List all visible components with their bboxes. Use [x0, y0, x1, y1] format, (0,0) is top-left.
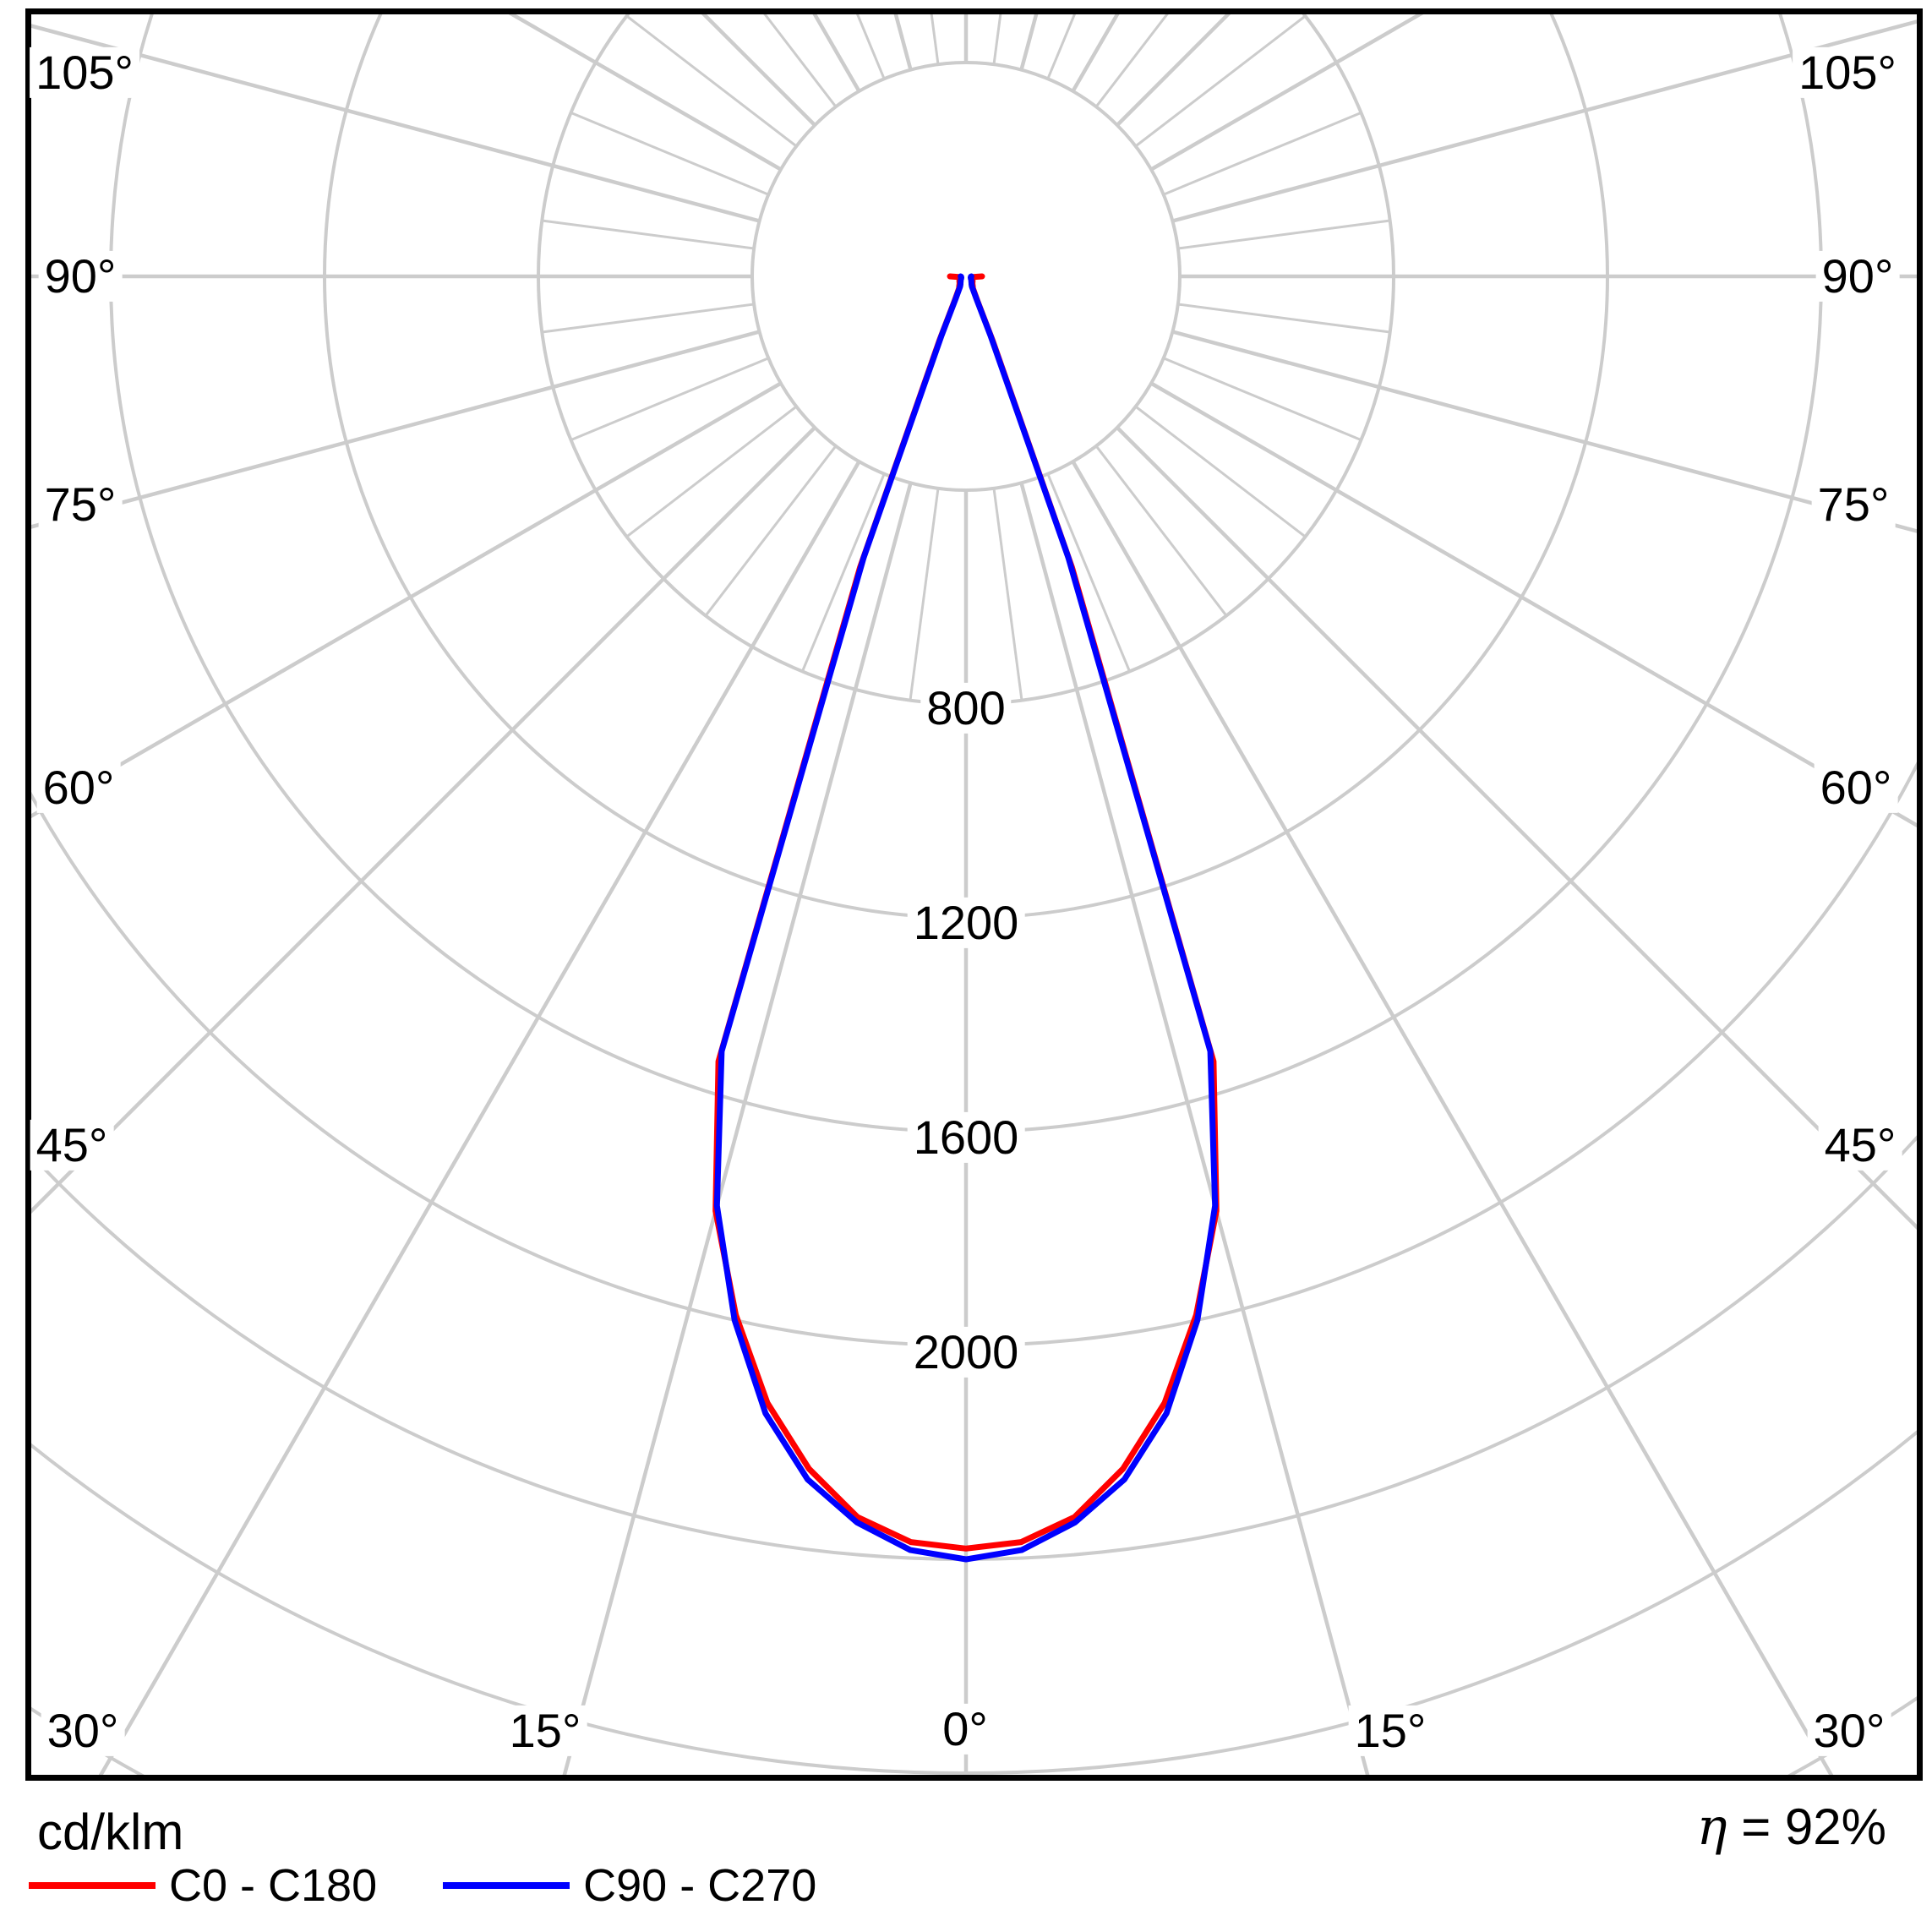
grid-radial-major-105 — [31, 24, 761, 223]
efficiency-label: η = 92% — [1697, 1802, 1886, 1853]
angle-label-13: 60° — [1814, 761, 1898, 814]
grid-radial-minor-7.5 — [992, 488, 1023, 701]
grid-radial-major-45 — [1116, 426, 1917, 1231]
grid-radial-minor-22.5 — [801, 473, 886, 673]
angle-label-3: 60° — [36, 761, 121, 814]
angle-label-11: 90° — [1815, 250, 1900, 303]
angle-label-10: 105° — [1793, 46, 1902, 99]
grid-radial-minor-37.5 — [1094, 445, 1228, 617]
grid-radial-major-45 — [31, 426, 816, 1214]
grid-radial-minor-52.5 — [1134, 405, 1307, 538]
angle-label-1: 90° — [38, 250, 123, 303]
angle-label-9: 30° — [1807, 1705, 1891, 1757]
angle-label-7: 0° — [936, 1703, 994, 1755]
grid-radial-minor-97.5 — [542, 219, 755, 250]
grid-radial-minor-172.5 — [930, 14, 940, 65]
unit-label: cd/klm — [37, 1804, 184, 1860]
eta-value: = 92% — [1727, 1798, 1886, 1855]
grid-radial-minor-142.5 — [1094, 14, 1169, 108]
ring-label-800: 800 — [920, 682, 1012, 734]
eta-symbol: η — [1696, 1798, 1727, 1857]
grid-radial-minor-97.5 — [1177, 219, 1390, 250]
grid-radial-minor-157.5 — [1046, 14, 1077, 79]
legend-label-c0-c180: C0 - C180 — [169, 1860, 378, 1911]
plot-border — [25, 8, 1923, 1781]
ring-label-2000: 2000 — [907, 1326, 1025, 1378]
angle-label-8: 15° — [1348, 1705, 1433, 1757]
grid-radial-major-15 — [562, 482, 913, 1775]
grid-radial-major-75 — [31, 330, 761, 529]
grid-radial-minor-172.5 — [992, 14, 1002, 65]
grid-radial-major-15 — [1019, 482, 1370, 1775]
angle-label-4: 45° — [30, 1119, 114, 1171]
grid-radial-minor-112.5 — [570, 112, 769, 196]
grid-radial-minor-7.5 — [909, 488, 940, 701]
grid-ring-400 — [750, 61, 1182, 492]
grid-radial-major-60 — [31, 381, 783, 819]
grid-radial-minor-52.5 — [625, 405, 798, 538]
grid-radial-major-30 — [98, 460, 861, 1775]
angle-label-0: 105° — [30, 46, 139, 99]
grid-radial-major-75 — [1171, 330, 1917, 533]
legend-swatch-c0-c180 — [29, 1882, 156, 1889]
grid-radial-minor-157.5 — [855, 14, 886, 79]
angle-label-2: 75° — [38, 478, 123, 531]
legend-label-c90-c270: C90 - C270 — [583, 1860, 817, 1911]
grid-radial-major-30 — [1071, 460, 1834, 1775]
grid-radial-minor-142.5 — [763, 14, 838, 108]
grid-radial-major-120 — [1149, 14, 1424, 172]
grid-radial-minor-67.5 — [1163, 357, 1362, 441]
grid-radial-minor-67.5 — [570, 357, 769, 441]
grid-radial-minor-127.5 — [625, 14, 798, 148]
grid-radial-major-120 — [508, 14, 783, 172]
ring-label-1600: 1600 — [907, 1111, 1025, 1164]
legend-swatch-c90-c270 — [443, 1882, 570, 1889]
grid-radial-minor-37.5 — [704, 445, 838, 617]
grid-radial-minor-22.5 — [1046, 473, 1131, 673]
angle-label-14: 45° — [1818, 1119, 1902, 1171]
angle-label-5: 30° — [41, 1705, 125, 1757]
grid-radial-minor-82.5 — [542, 303, 755, 334]
grid-radial-major-105 — [1171, 19, 1917, 223]
angle-label-12: 75° — [1811, 478, 1896, 531]
grid-radial-minor-112.5 — [1163, 112, 1362, 196]
grid-radial-minor-127.5 — [1134, 14, 1307, 148]
angle-label-6: 15° — [503, 1705, 587, 1757]
grid-radial-minor-82.5 — [1177, 303, 1390, 334]
legend: C0 - C180 C90 - C270 — [29, 1863, 816, 1908]
ring-label-1200: 1200 — [907, 897, 1025, 949]
grid-radial-major-60 — [1149, 381, 1917, 828]
curve-c90-c270 — [713, 273, 1219, 1563]
